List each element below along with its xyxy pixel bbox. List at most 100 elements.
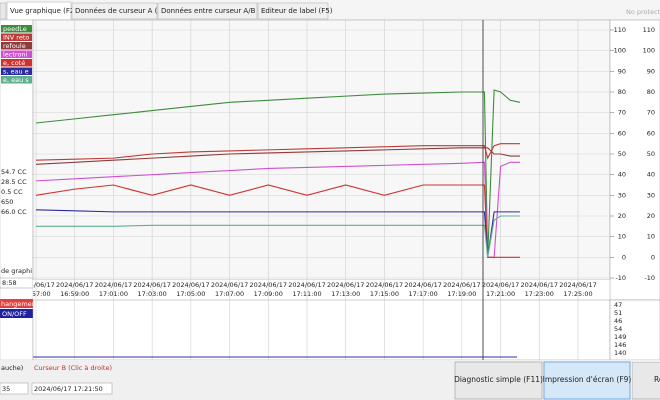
x-tick-label: 2024/06/17 17:03:00: [133, 281, 170, 298]
legend-swatch: [1, 67, 32, 75]
y2-tick-label: 40: [647, 171, 655, 179]
tab[interactable]: [157, 2, 258, 20]
lower-label: 140: [614, 349, 626, 357]
x-tick-label: 2024/06/17 17:01:00: [95, 281, 132, 298]
series-lines: [35, 89, 521, 258]
legend-swatch: [1, 59, 32, 67]
lower-axis-panel: [609, 299, 660, 361]
legend-label: s, eau e: [3, 68, 29, 76]
protect-label: No protect: [626, 8, 660, 16]
y2-tick-label: 30: [647, 191, 655, 199]
series-line: [36, 215, 520, 258]
y-tick-label: 60: [618, 129, 626, 137]
cursor-b-value[interactable]: 2024/06/17 17:21:50: [34, 385, 103, 393]
cursor-b-input[interactable]: [31, 382, 113, 395]
y-tick-label: 80: [618, 88, 626, 96]
x-tick-label: 2024/06/17 17:17:00: [404, 281, 441, 298]
left-value: 54.7 CC: [1, 168, 27, 176]
mode-label: de graphi: [1, 267, 32, 275]
tab[interactable]: [257, 2, 329, 20]
left-value: 66.0 CC: [1, 208, 27, 216]
x-axis-band: [33, 280, 610, 300]
series-line: [35, 209, 520, 258]
cursor-a-value[interactable]: 35: [2, 385, 10, 393]
y2-tick-label: 0: [651, 253, 655, 261]
series-line: [35, 161, 520, 258]
y-tick-label: 100: [614, 47, 626, 55]
y-tick-label: 0: [622, 253, 626, 261]
x-tick-label: 2024/06/17 17:25:00: [559, 281, 596, 298]
x-tick-label: 2024/06/17 17:23:00: [521, 281, 558, 298]
y2-tick-label: 90: [647, 67, 655, 75]
legend-label: lectroni: [3, 51, 28, 59]
y-tick-label: -10: [615, 274, 626, 282]
x-tick-label: 2024/06/17 16:59:00: [56, 281, 93, 298]
y2-tick-label: 100: [643, 47, 655, 55]
y2-tick-label: 20: [647, 212, 655, 220]
lower-label: 51: [614, 309, 622, 317]
tab-label[interactable]: Vue graphique (F2): [10, 7, 77, 15]
tab-cut: [0, 2, 7, 20]
plot-area: [32, 19, 611, 281]
button-cut: Re: [632, 362, 660, 400]
x-tick-label: 2024/06/17 17:09:00: [250, 281, 287, 298]
legend-label: INV reto: [3, 34, 29, 42]
lower-panel: [32, 299, 611, 361]
x-tick-label: 2024/06/17 17:19:00: [443, 281, 480, 298]
x-tick-label: 2024/06/17 17:07:00: [211, 281, 248, 298]
y-tick-label: 10: [618, 233, 626, 241]
series-line: [35, 89, 521, 258]
tab-label[interactable]: Données entre curseur A/B (F4): [161, 7, 272, 15]
y-axis-panel: [609, 19, 660, 301]
legend-label: peedLe: [3, 25, 27, 33]
change-label: hangement: [1, 300, 39, 308]
legend-swatch: [1, 76, 32, 84]
lower-label: 47: [614, 301, 622, 309]
button[interactable]: [543, 361, 631, 400]
y2-tick-label: -10: [644, 274, 655, 282]
y2-tick-label: 60: [647, 129, 655, 137]
x-tick-label: 2024/06/17 17:05:00: [172, 281, 209, 298]
series-line: [35, 143, 520, 161]
y-tick-label: 40: [618, 171, 626, 179]
y-tick-label: 90: [618, 67, 626, 75]
lower-label: 149: [614, 333, 626, 341]
tab-label[interactable]: Editeur de label (F5): [261, 7, 333, 15]
y-tick-label: 20: [618, 212, 626, 220]
button[interactable]: [454, 361, 543, 400]
button-label[interactable]: Re: [654, 375, 660, 384]
x-tick-label: 2024/06/17 17:13:00: [327, 281, 364, 298]
series-line: [35, 147, 520, 165]
legend-label: e, eau s: [3, 76, 29, 84]
x-tick-label: 2024/06/17 17:15:00: [366, 281, 403, 298]
button-label[interactable]: Diagnostic simple (F11): [454, 375, 543, 384]
series-line: [35, 184, 520, 258]
y2-tick-label: 10: [647, 233, 655, 241]
y2-tick-label: 50: [647, 150, 655, 158]
y2-tick-label: 80: [647, 88, 655, 96]
x-tick-label: 2024/06/17 16:57:00: [17, 281, 54, 298]
left-value: 0.5 CC: [1, 188, 23, 196]
onoff-box: [0, 309, 33, 318]
x-tick-label: 2024/06/17 17:11:00: [288, 281, 325, 298]
legend-swatch: [1, 33, 32, 41]
tab-label[interactable]: Données de curseur A (F3): [75, 7, 169, 15]
y-tick-label: 30: [618, 191, 626, 199]
lower-label: 54: [614, 325, 622, 333]
tab[interactable]: [71, 2, 158, 20]
y-tick-label: 70: [618, 109, 626, 117]
cursor-a-input[interactable]: [0, 382, 29, 395]
y2-tick-label: 70: [647, 109, 655, 117]
legend-swatch: [1, 50, 32, 58]
left-value: 28.5 CC: [1, 178, 27, 186]
legend-swatch: [1, 42, 32, 50]
legend-swatch: [1, 25, 32, 33]
lower-label: 146: [614, 341, 626, 349]
button[interactable]: [632, 362, 660, 400]
onoff-label: ON/OFF: [2, 310, 27, 318]
button-label[interactable]: Impression d'écran (F9): [543, 375, 632, 384]
y-tick-label: 50: [618, 150, 626, 158]
